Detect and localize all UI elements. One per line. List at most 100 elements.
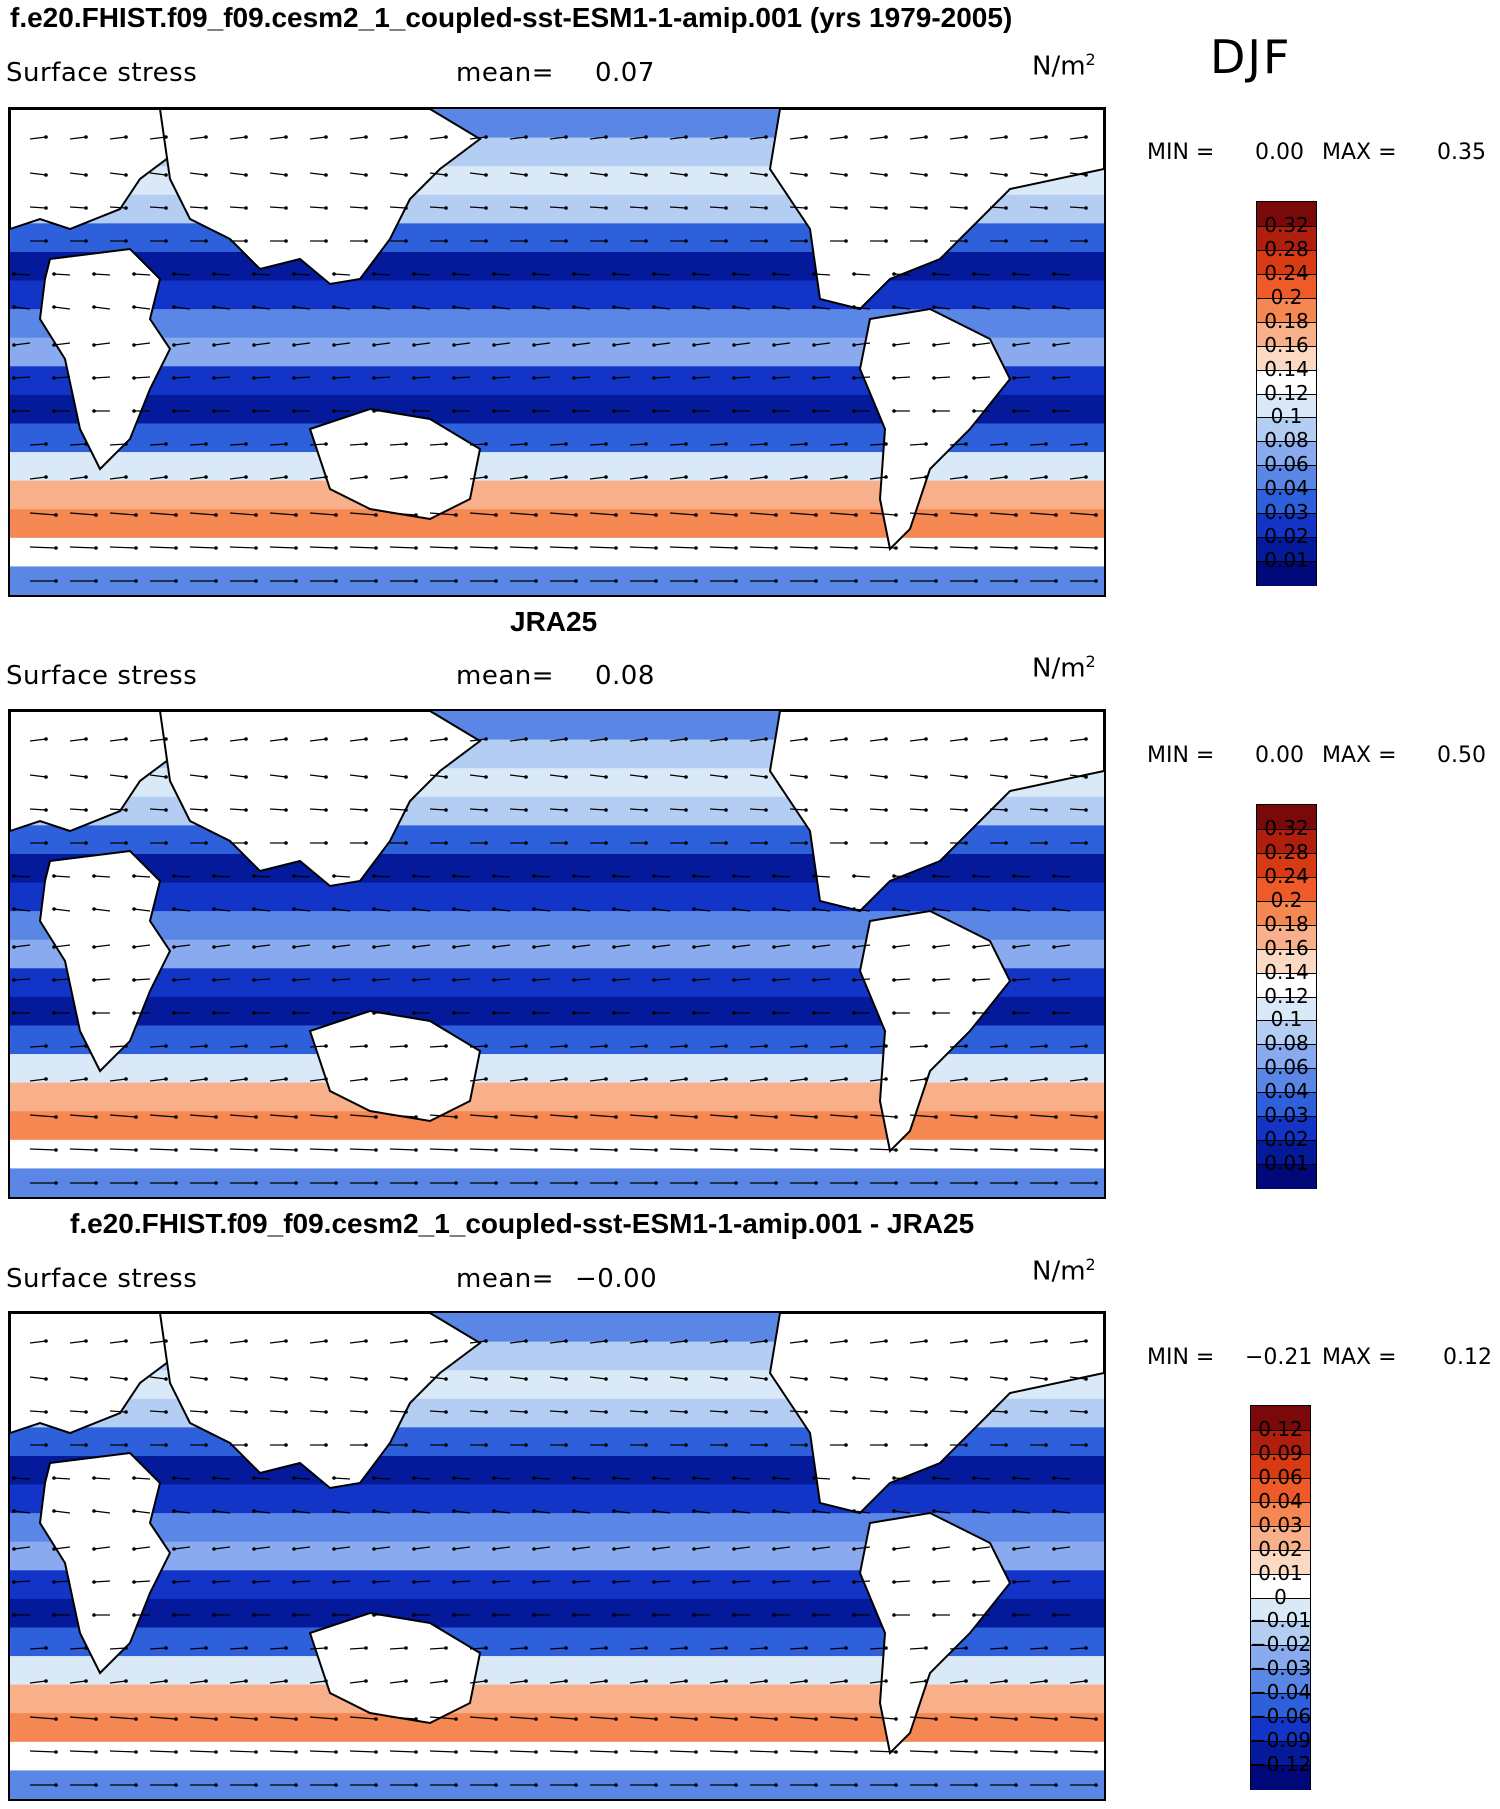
wind-arrow-head bbox=[574, 1181, 578, 1185]
wind-arrow bbox=[573, 1546, 591, 1550]
wind-arrow-head bbox=[204, 775, 208, 779]
wind-arrow bbox=[413, 342, 431, 346]
wind-arrow-head bbox=[1004, 775, 1008, 779]
wind-arrow-head bbox=[334, 546, 338, 550]
wind-arrow bbox=[869, 1148, 897, 1151]
wind-arrow bbox=[469, 738, 487, 742]
wind-arrow bbox=[989, 1340, 1007, 1344]
wind-arrow bbox=[629, 172, 647, 176]
wind-arrow-head bbox=[172, 945, 176, 949]
wind-arrow-head bbox=[412, 305, 416, 309]
wind-arrow-head bbox=[284, 1646, 288, 1650]
wind-arrow bbox=[309, 808, 327, 811]
wind-arrow-head bbox=[964, 737, 968, 741]
wind-arrow-head bbox=[604, 737, 608, 741]
wind-arrow bbox=[509, 512, 537, 516]
wind-arrow-head bbox=[844, 1077, 848, 1081]
wind-arrow-head bbox=[132, 1011, 136, 1015]
wind-arrow-head bbox=[892, 945, 896, 949]
wind-arrow-head bbox=[894, 1115, 898, 1119]
wind-arrow-head bbox=[574, 546, 578, 550]
wind-arrow bbox=[573, 273, 591, 276]
wind-arrow bbox=[189, 1410, 207, 1413]
wind-arrow bbox=[653, 944, 671, 948]
wind-arrow-head bbox=[172, 1509, 176, 1513]
wind-arrow bbox=[1029, 1340, 1047, 1344]
wind-arrow bbox=[269, 1680, 287, 1684]
wind-arrow bbox=[613, 376, 631, 379]
wind-arrow-head bbox=[444, 1443, 448, 1447]
wind-arrow-head bbox=[804, 173, 808, 177]
wind-arrow bbox=[533, 1546, 551, 1550]
wind-arrow bbox=[853, 376, 871, 379]
wind-arrow bbox=[269, 774, 287, 778]
colorbar-swatch bbox=[1257, 805, 1316, 830]
wind-arrow-head bbox=[932, 1547, 936, 1551]
wind-arrow-head bbox=[212, 907, 216, 911]
colorbar-swatch bbox=[1251, 1621, 1310, 1647]
panel-2-title: JRA25 bbox=[510, 606, 598, 637]
wind-arrow-head bbox=[774, 1783, 778, 1787]
wind-arrow-head bbox=[532, 907, 536, 911]
wind-arrow-head bbox=[854, 1181, 858, 1185]
wind-arrow-head bbox=[444, 1044, 448, 1048]
wind-arrow-head bbox=[214, 1783, 218, 1787]
wind-arrow bbox=[29, 808, 47, 811]
wind-arrow bbox=[349, 476, 367, 480]
wind-arrow-head bbox=[364, 1377, 368, 1381]
panel-1-mean-label: mean= bbox=[456, 58, 555, 88]
wind-arrow-head bbox=[572, 1547, 576, 1551]
wind-arrow bbox=[989, 1376, 1007, 1380]
wind-arrow bbox=[949, 1680, 967, 1684]
wind-arrow bbox=[229, 1680, 247, 1684]
wind-arrow-head bbox=[452, 376, 456, 380]
wind-arrow bbox=[613, 1510, 631, 1514]
wind-arrow bbox=[949, 1376, 967, 1380]
wind-arrow-head bbox=[804, 1410, 808, 1414]
colorbar-swatch bbox=[1257, 441, 1316, 467]
wind-arrow bbox=[749, 738, 767, 742]
wind-arrow bbox=[309, 1376, 327, 1380]
wind-arrow-head bbox=[52, 376, 56, 380]
wind-arrow-head bbox=[654, 1750, 658, 1754]
wind-arrow-head bbox=[252, 1011, 256, 1015]
wind-arrow-head bbox=[164, 1443, 168, 1447]
wind-arrow-head bbox=[252, 1547, 256, 1551]
wind-arrow bbox=[13, 1580, 31, 1583]
wind-arrow bbox=[813, 306, 831, 310]
wind-arrow-head bbox=[252, 1476, 256, 1480]
wind-arrow bbox=[389, 1680, 407, 1684]
wind-arrow bbox=[189, 1716, 217, 1720]
wind-arrow-head bbox=[292, 343, 296, 347]
wind-arrow-head bbox=[934, 579, 938, 583]
wind-arrow-head bbox=[332, 907, 336, 911]
wind-arrow-head bbox=[604, 135, 608, 139]
wind-arrow-head bbox=[692, 343, 696, 347]
wind-arrow-head bbox=[774, 1750, 778, 1754]
wind-arrow bbox=[213, 1546, 231, 1550]
wind-arrow-head bbox=[252, 1613, 256, 1617]
wind-arrow bbox=[53, 273, 71, 276]
wind-arrow-head bbox=[44, 841, 48, 845]
wind-arrow-head bbox=[412, 907, 416, 911]
wind-arrow-head bbox=[804, 475, 808, 479]
wind-arrow bbox=[93, 1477, 111, 1480]
wind-arrow-head bbox=[292, 1509, 296, 1513]
wind-arrow-head bbox=[212, 945, 216, 949]
wind-arrow-head bbox=[52, 272, 56, 276]
wind-arrow bbox=[933, 908, 951, 912]
wind-arrow-head bbox=[212, 1011, 216, 1015]
wind-arrow-head bbox=[524, 1377, 528, 1381]
wind-arrow bbox=[69, 1340, 87, 1344]
wind-arrow-head bbox=[654, 579, 658, 583]
wind-arrow-head bbox=[84, 841, 88, 845]
wind-arrow-head bbox=[564, 1044, 568, 1048]
wind-arrow-head bbox=[284, 1339, 288, 1343]
wind-arrow-head bbox=[572, 907, 576, 911]
wind-arrow bbox=[173, 376, 191, 379]
wind-arrow bbox=[733, 908, 751, 912]
wind-arrow bbox=[669, 1376, 687, 1380]
wind-arrow-head bbox=[924, 841, 928, 845]
wind-arrow-head bbox=[412, 1613, 416, 1617]
wind-arrow bbox=[429, 1647, 447, 1650]
